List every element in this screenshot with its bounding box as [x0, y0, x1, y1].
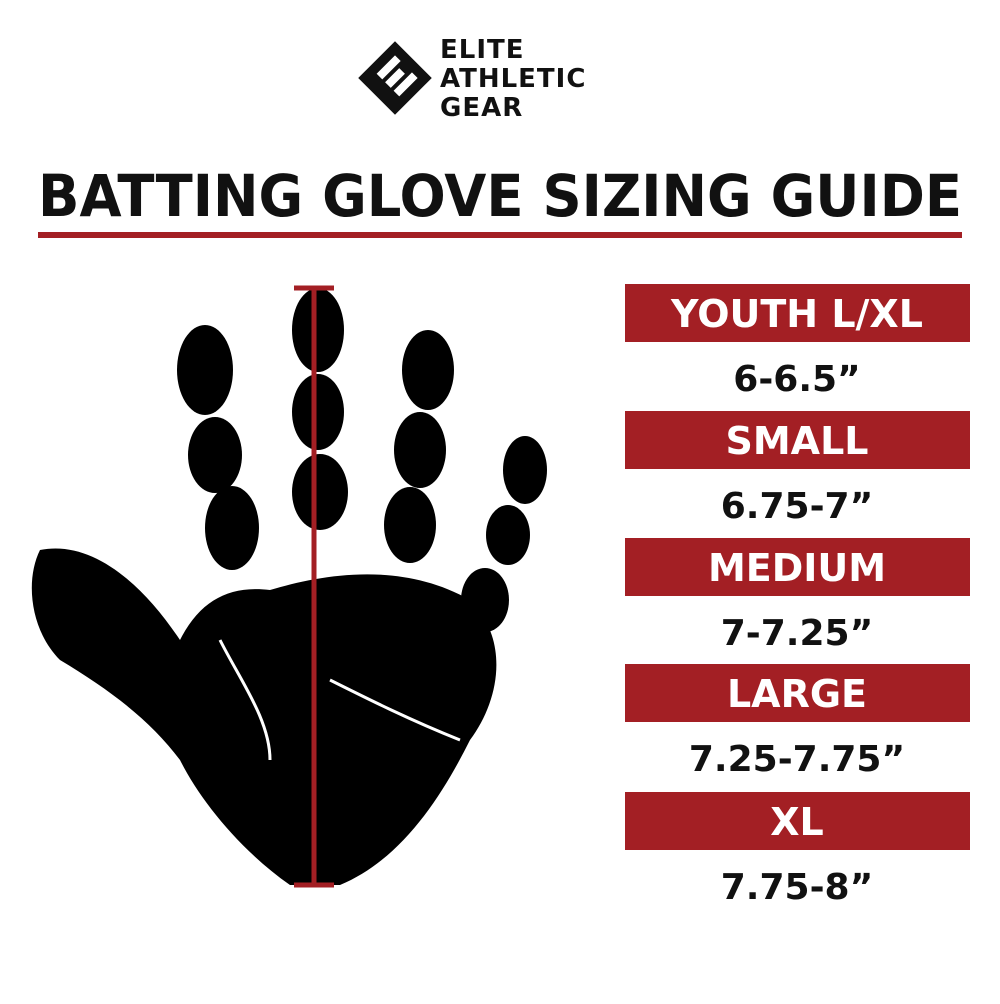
size-banner	[625, 538, 970, 596]
size-range: 7.75-8”	[721, 867, 873, 908]
hand	[31, 288, 547, 885]
measure-line	[294, 285, 334, 888]
logo-icon	[358, 41, 432, 115]
size-range: 6-6.5”	[733, 359, 860, 400]
title-rule	[38, 232, 962, 238]
size-name: SMALL	[725, 419, 868, 463]
size-banner	[625, 411, 970, 469]
size-range: 6.75-7”	[721, 486, 873, 527]
size-name: MEDIUM	[708, 546, 886, 590]
size-banner	[625, 284, 970, 342]
hand-crease	[329, 678, 461, 742]
brand-line: ELITE	[440, 35, 525, 65]
size-banner	[625, 792, 970, 850]
size-banner	[625, 664, 970, 722]
brand-line: ATHLETIC	[440, 64, 586, 94]
size-name: LARGE	[727, 672, 867, 716]
title: BATTING GLOVE SIZING GUIDE	[38, 162, 962, 230]
size-name: YOUTH L/XL	[670, 292, 923, 336]
size-range: 7.25-7.75”	[689, 739, 905, 780]
size-name: XL	[770, 800, 824, 844]
hand-crease	[218, 639, 272, 761]
brand-line: GEAR	[440, 93, 523, 123]
size-range: 7-7.25”	[721, 613, 873, 654]
